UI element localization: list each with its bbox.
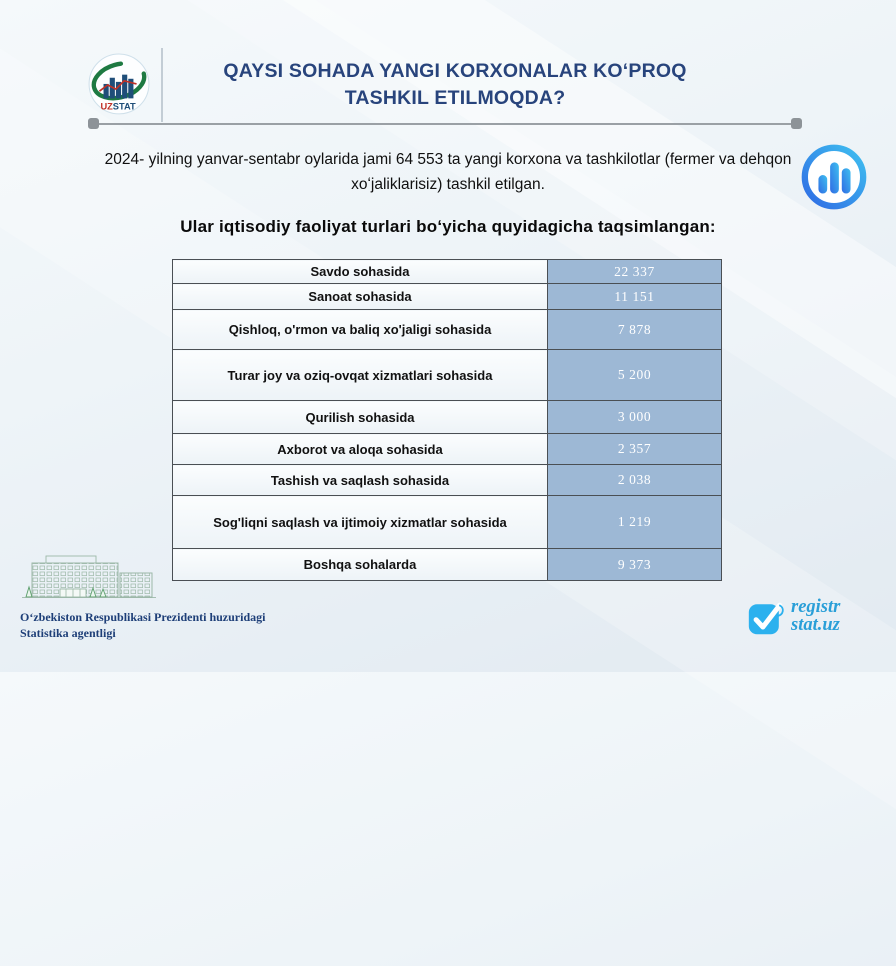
table-row: Boshqa sohalarda 9 373 xyxy=(172,548,722,581)
page-title-line2: TASHKIL ETILMOQDA? xyxy=(344,87,566,110)
table-row: Axborot va aloqa sohasida 2 357 xyxy=(172,433,722,465)
sector-value: 2 357 xyxy=(547,433,722,465)
sector-value: 22 337 xyxy=(547,259,722,284)
rule-endpoint-right xyxy=(791,118,802,129)
sector-value: 7 878 xyxy=(547,309,722,350)
section-subtitle: Ular iqtisodiy faoliyat turlari boʻyicha… xyxy=(180,217,716,236)
table-row: Sog'liqni saqlash va ijtimoiy xizmatlar … xyxy=(172,495,722,549)
table-row: Qishloq, o'rmon va baliq xo'jaligi sohas… xyxy=(172,309,722,350)
sector-label: Sanoat sohasida xyxy=(172,283,548,310)
page-title-line1: QAYSI SOHADA YANGI KORXONALAR KOʻPROQ xyxy=(223,60,687,82)
sector-value: 9 373 xyxy=(547,548,722,581)
table-row: Sanoat sohasida 11 151 xyxy=(172,283,722,310)
sector-label: Turar joy va oziq-ovqat xizmatlari sohas… xyxy=(172,349,548,401)
brand-line2: stat.uz xyxy=(791,615,840,635)
header-divider-vertical xyxy=(161,48,163,122)
sectors-table: Savdo sohasida 22 337 Sanoat sohasida 11 15… xyxy=(172,259,722,581)
sector-value: 1 219 xyxy=(547,495,722,549)
checkmark-badge-icon xyxy=(748,602,784,635)
intro-text: 2024- yilning yanvar-sentabr oylarida ja… xyxy=(104,151,792,193)
sector-label: Tashish va saqlash sohasida xyxy=(172,464,548,496)
sector-label: Sog'liqni saqlash va ijtimoiy xizmatlar … xyxy=(172,495,548,549)
table-row: Tashish va saqlash sohasida 2 038 xyxy=(172,464,722,496)
sector-value: 2 038 xyxy=(547,464,722,496)
logo-uz-text: UZ xyxy=(100,102,113,112)
registrstat-wordmark: registr stat.uz xyxy=(791,597,841,635)
brand-line1: registr xyxy=(791,597,841,618)
header-rule xyxy=(93,123,797,125)
page-title: QAYSI SOHADA YANGI KORXONALAR KOʻPROQ TA… xyxy=(155,58,755,113)
sector-label: Boshqa sohalarda xyxy=(172,548,548,581)
sector-label: Axborot va aloqa sohasida xyxy=(172,433,548,465)
table-row: Turar joy va oziq-ovqat xizmatlari sohas… xyxy=(172,349,722,401)
sector-label: Qurilish sohasida xyxy=(172,400,548,434)
sector-value: 5 200 xyxy=(547,349,722,401)
agency-building-illustration xyxy=(22,555,156,599)
sector-value: 3 000 xyxy=(547,400,722,434)
svg-text:UZSTAT: UZSTAT xyxy=(100,102,136,112)
logo-stat-text: STAT xyxy=(113,102,136,112)
rule-endpoint-left xyxy=(88,118,99,129)
tree-icons xyxy=(25,585,107,598)
agency-name: Oʻzbekiston Respublikasi Prezidenti huzu… xyxy=(20,609,280,641)
table-row: Savdo sohasida 22 337 xyxy=(172,259,722,284)
sector-label: Savdo sohasida xyxy=(172,259,548,284)
agency-name-line2: Statistika agentligi xyxy=(20,626,116,641)
uzstat-logo-icon: UZSTAT xyxy=(88,53,150,115)
sector-label: Qishloq, o'rmon va baliq xo'jaligi sohas… xyxy=(172,309,548,350)
bar-chart-circle-icon xyxy=(801,144,867,210)
agency-name-line1: Oʻzbekiston Respublikasi Prezidenti huzu… xyxy=(20,610,266,624)
sectors-table-body: Savdo sohasida 22 337 Sanoat sohasida 11 15… xyxy=(172,259,722,581)
registrstat-logo: registr stat.uz xyxy=(747,597,840,637)
table-row: Qurilish sohasida 3 000 xyxy=(172,400,722,434)
sector-value: 11 151 xyxy=(547,283,722,310)
